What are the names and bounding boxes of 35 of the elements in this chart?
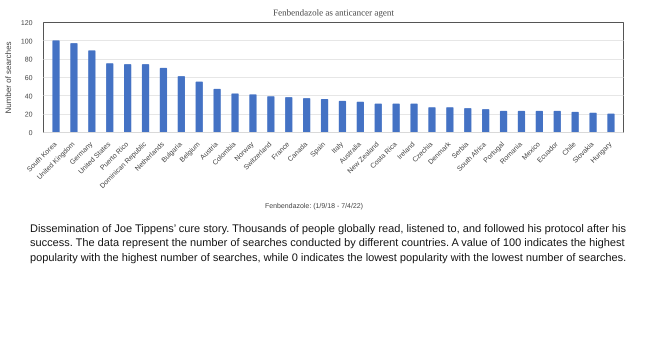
bar bbox=[124, 64, 132, 132]
bar bbox=[142, 64, 150, 132]
bar bbox=[464, 108, 472, 132]
bar bbox=[214, 88, 221, 132]
bar bbox=[320, 99, 328, 132]
bar bbox=[607, 114, 615, 132]
bar bbox=[482, 109, 490, 132]
bar bbox=[303, 98, 310, 132]
bar bbox=[88, 50, 96, 132]
bar bbox=[267, 96, 274, 132]
bar bbox=[572, 112, 579, 132]
text: Dissemination of Joe Tippens’ cure story. Thousands of people globally read, listened to, and followed his protocol after his success. The data represent the number of searches conducted by different countries. A value of 100 indicates the highest popularity with the highest number of searches, while 0 indicates the lowest popularity with the lowest number of searches. bbox=[30, 222, 628, 265]
bar bbox=[106, 63, 114, 132]
bar bbox=[70, 43, 78, 132]
chart-title: Fenbendazole as anticancer agent bbox=[273, 8, 394, 18]
bar bbox=[285, 97, 292, 132]
bar bbox=[52, 40, 60, 132]
bar bbox=[374, 104, 382, 132]
bar bbox=[518, 110, 526, 132]
bar bbox=[338, 100, 346, 132]
bar bbox=[554, 110, 561, 132]
bar bbox=[500, 110, 508, 132]
bar bbox=[428, 107, 436, 132]
bar bbox=[178, 76, 185, 132]
bar bbox=[249, 94, 257, 132]
bar bbox=[446, 107, 454, 132]
bar bbox=[392, 104, 400, 132]
bar bbox=[231, 94, 239, 132]
bar bbox=[410, 104, 418, 132]
bar bbox=[536, 110, 543, 132]
bar bbox=[160, 68, 168, 132]
bar bbox=[356, 102, 364, 132]
bar bbox=[589, 112, 597, 132]
y-axis-title: Number of searches bbox=[4, 41, 13, 114]
bar bbox=[196, 82, 203, 132]
